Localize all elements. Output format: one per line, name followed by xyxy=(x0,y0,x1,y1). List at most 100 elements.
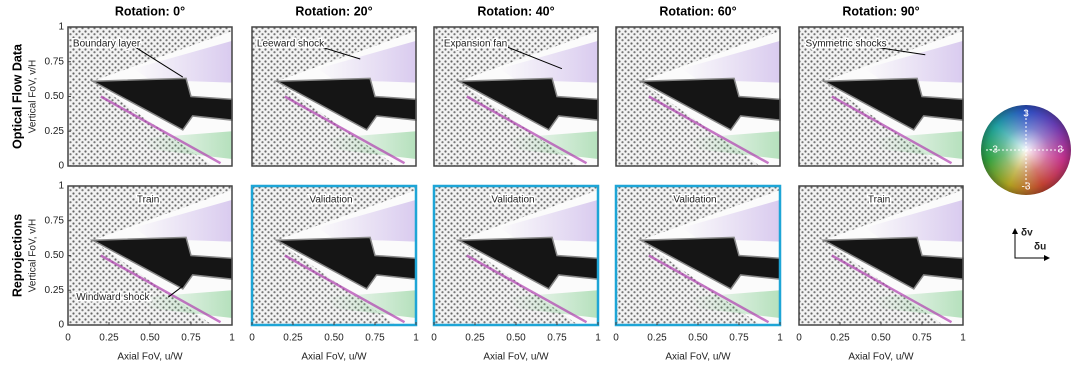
panel: Leeward shock xyxy=(251,26,417,167)
x-tick-label: 1 xyxy=(413,333,419,344)
flow-tint xyxy=(864,199,963,242)
flow-tint xyxy=(499,40,598,83)
shock-line xyxy=(466,254,588,324)
x-tick-label: 0.50 xyxy=(324,333,344,344)
column-title: Rotation: 20° xyxy=(295,4,372,18)
shock-line xyxy=(648,95,770,165)
x-tick-label: 0 xyxy=(796,333,802,344)
x-tick-label: 0 xyxy=(249,333,255,344)
annotation: Validation xyxy=(309,195,352,206)
panel: Validation xyxy=(432,184,600,327)
panel: Train Windward shock xyxy=(67,185,233,326)
shock-line xyxy=(284,254,406,324)
shock-line xyxy=(466,95,588,165)
x-tick-label: 0.25 xyxy=(99,333,119,344)
annotation: Validation xyxy=(491,195,534,206)
x-axis-label: Axial FoV, u/W xyxy=(117,352,183,363)
axis-icon-label: δv xyxy=(1021,228,1033,239)
y-tick-label: 0.25 xyxy=(45,126,65,137)
panel-frame xyxy=(251,26,417,167)
panel: Validation xyxy=(250,184,418,327)
flow-tint xyxy=(864,40,963,83)
annotation-line xyxy=(503,45,563,70)
annotation: Symmetric shocks xyxy=(806,38,887,49)
flow-tint xyxy=(133,40,232,83)
x-tick-label: 0.50 xyxy=(506,333,526,344)
shock-line xyxy=(831,95,953,165)
annotation: Train xyxy=(137,195,159,206)
arrow-head xyxy=(1012,228,1018,234)
y-tick-label: 0.75 xyxy=(45,56,65,67)
shock-line xyxy=(100,95,222,165)
wheel-label: -3 xyxy=(1022,182,1031,193)
annotation: Windward shock xyxy=(76,292,150,303)
x-axis-label: Axial FoV, u/W xyxy=(301,352,367,363)
flow-tint xyxy=(499,199,598,242)
flow-tint xyxy=(317,199,416,242)
annotation: Boundary layer xyxy=(73,38,141,49)
shock-line xyxy=(284,95,406,165)
x-tick-label: 0.75 xyxy=(729,333,749,344)
panel-frame xyxy=(615,26,781,167)
x-tick-label: 0 xyxy=(613,333,619,344)
annotation: Leeward shock xyxy=(257,38,325,49)
x-tick-label: 0 xyxy=(65,333,71,344)
panel: Boundary layer xyxy=(67,26,233,167)
x-tick-label: 0.25 xyxy=(647,333,667,344)
annotation: Expansion fan xyxy=(444,38,507,49)
x-tick-label: 1 xyxy=(960,333,966,344)
y-tick-label: 0.50 xyxy=(45,91,65,102)
column-title: Rotation: 90° xyxy=(842,4,919,18)
x-tick-label: 0.25 xyxy=(283,333,303,344)
column-title: Rotation: 0° xyxy=(115,4,185,18)
row-label: Optical Flow Data xyxy=(10,43,24,149)
y-tick-label: 1 xyxy=(58,22,64,33)
flow-tint xyxy=(681,40,780,83)
x-tick-label: 0.50 xyxy=(871,333,891,344)
flow-tint xyxy=(133,199,232,242)
y-tick-label: 0.25 xyxy=(45,285,65,296)
x-tick-label: 0.75 xyxy=(547,333,567,344)
panel: Symmetric shocks xyxy=(798,26,964,167)
panel: Expansion fan xyxy=(433,26,599,167)
flow-tint xyxy=(681,199,780,242)
annotation: Train xyxy=(868,195,890,206)
panel: Validation xyxy=(614,184,782,327)
annotation-line xyxy=(132,45,184,78)
flow-tint xyxy=(317,40,416,83)
column-title: Rotation: 40° xyxy=(477,4,554,18)
y-tick-label: 0 xyxy=(58,320,64,331)
x-tick-label: 0.75 xyxy=(181,333,201,344)
annotation: Validation xyxy=(673,195,716,206)
x-axis-label: Axial FoV, u/W xyxy=(848,352,914,363)
x-tick-label: 1 xyxy=(229,333,235,344)
y-axis-label: Vertical FoV, v/H xyxy=(28,60,39,134)
annotation-line xyxy=(316,45,361,60)
annotation-line xyxy=(167,285,184,298)
panel-frame xyxy=(433,26,599,167)
y-tick-label: 0 xyxy=(58,161,64,172)
x-tick-label: 0.75 xyxy=(912,333,932,344)
x-tick-label: 0.25 xyxy=(465,333,485,344)
y-tick-label: 1 xyxy=(58,181,64,192)
x-tick-label: 0.75 xyxy=(365,333,385,344)
axes-icon xyxy=(1014,233,1045,259)
arrow-head xyxy=(1044,255,1050,261)
x-axis-label: Axial FoV, u/W xyxy=(483,352,549,363)
x-tick-label: 0.50 xyxy=(688,333,708,344)
x-tick-label: 1 xyxy=(777,333,783,344)
shock-line xyxy=(831,254,953,324)
panel-frame xyxy=(798,26,964,167)
y-tick-label: 0.50 xyxy=(45,250,65,261)
shock-line xyxy=(100,254,222,324)
x-tick-label: 0 xyxy=(431,333,437,344)
x-tick-label: 0.50 xyxy=(140,333,160,344)
axis-icon-label: δu xyxy=(1034,242,1046,253)
x-axis-label: Axial FoV, u/W xyxy=(665,352,731,363)
panel: Train xyxy=(798,185,964,326)
wheel-label: 3 xyxy=(1023,109,1029,120)
wheel-label: -3 xyxy=(989,145,998,156)
y-tick-label: 0.75 xyxy=(45,215,65,226)
